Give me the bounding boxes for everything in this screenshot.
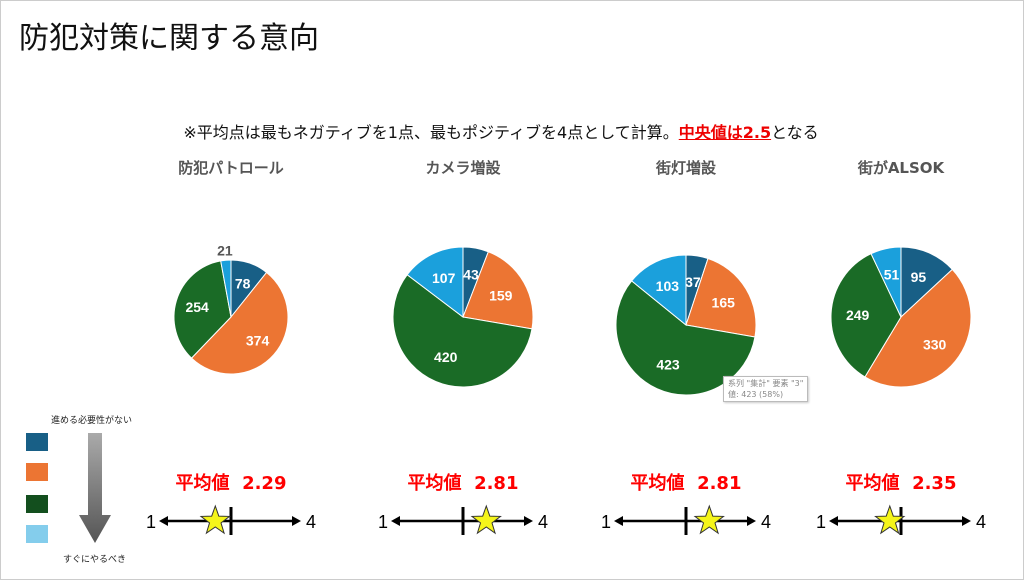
pie-slice[interactable] — [190, 271, 289, 375]
mean-value: 2.81 — [474, 473, 519, 494]
pie-chart: 78 374 254 21 — [173, 242, 289, 375]
scale-min-label: 1 — [378, 512, 388, 532]
pie-slice[interactable] — [870, 246, 902, 318]
mean-label-text: 平均値 — [407, 473, 462, 494]
note-suffix: となる — [771, 123, 819, 142]
chart-title: カメラ増設 — [425, 159, 501, 177]
tooltip-line1: 系列 "集計" 要素 "3" — [728, 379, 804, 388]
mean-label: 平均値 2.81 — [343, 469, 583, 495]
mean-scale: 1 4 — [816, 504, 986, 535]
pie-chart: 37 165 423 103 — [615, 254, 757, 396]
mean-scale: 1 4 — [378, 504, 548, 535]
data-label: 254 — [185, 299, 209, 315]
pie-slice[interactable] — [630, 254, 687, 327]
mean-label-text: 平均値 — [845, 473, 900, 494]
arrow-left-icon — [614, 516, 623, 526]
legend-swatch-4 — [26, 525, 48, 543]
data-label: 43 — [463, 266, 479, 282]
data-label: 103 — [656, 278, 680, 294]
note: ※平均点は最もネガティブを1点、最もポジティブを4点として計算。中央値は2.5と… — [1, 119, 1001, 143]
pie-slice[interactable] — [462, 251, 534, 330]
pie-chart: 43 159 420 107 — [392, 246, 534, 388]
tooltip-line2: 値: 423 (58%) — [728, 390, 784, 399]
data-label: 51 — [884, 267, 900, 283]
arrow-right-icon — [524, 516, 533, 526]
star-icon — [199, 504, 231, 535]
chart-title: 街灯増設 — [655, 159, 716, 177]
data-label: 374 — [246, 332, 270, 348]
arrow-left-icon — [159, 516, 168, 526]
star-icon — [874, 504, 906, 535]
star-icon — [693, 504, 725, 535]
pie-slice[interactable] — [830, 253, 902, 378]
pie-slice[interactable] — [685, 257, 757, 338]
mean-label: 平均値 2.81 — [566, 469, 806, 495]
scale-max-label: 4 — [761, 512, 771, 532]
pie-slice[interactable] — [406, 246, 464, 319]
data-label: 423 — [656, 356, 680, 372]
legend: 進める必要性がない すぐにやるべき — [21, 411, 161, 571]
data-label: 249 — [846, 307, 870, 323]
scale-min-label: 1 — [601, 512, 611, 532]
note-text: ※平均点は最もネガティブを1点、最もポジティブを4点として計算。 — [183, 123, 679, 142]
pie-slice[interactable] — [173, 260, 232, 359]
pie-slice[interactable] — [392, 274, 533, 388]
page-title: 防犯対策に関する意向 — [19, 21, 319, 56]
mean-label-text: 平均値 — [175, 473, 230, 494]
star-icon — [470, 504, 502, 535]
legend-top-label: 進める必要性がない — [51, 416, 133, 426]
arrow-left-icon — [829, 516, 838, 526]
arrow-right-icon — [747, 516, 756, 526]
arrow-right-icon — [962, 516, 971, 526]
mean-label: 平均値 2.29 — [111, 469, 351, 495]
legend-swatch-3 — [26, 495, 48, 513]
legend-swatch-2 — [26, 463, 48, 481]
pie-chart: 95 330 249 51 — [830, 246, 972, 388]
mean-label: 平均値 2.35 — [781, 469, 1021, 495]
chart-1: 防犯パトロール 平均値 2.29 78 374 254 21 1 4 — [111, 151, 351, 571]
scale-min-label: 1 — [146, 512, 156, 532]
arrow-right-icon — [292, 516, 301, 526]
scale-min-label: 1 — [816, 512, 826, 532]
mean-value: 2.81 — [697, 473, 742, 494]
data-label: 37 — [685, 274, 701, 290]
data-label: 78 — [235, 276, 251, 292]
chart-title: 街がALSOK — [857, 159, 945, 177]
mean-scale: 1 4 — [146, 504, 316, 535]
mean-scale: 1 4 — [601, 504, 771, 535]
down-arrow-icon — [79, 433, 111, 543]
chart-3: 街灯増設 平均値 2.81 37 165 423 103 1 4 — [566, 151, 806, 571]
arrow-left-icon — [391, 516, 400, 526]
scale-max-label: 4 — [976, 512, 986, 532]
mean-value: 2.29 — [242, 473, 287, 494]
pie-slice[interactable] — [220, 259, 232, 318]
note-highlight: 中央値は2.5 — [678, 123, 772, 142]
chart-2: カメラ増設 平均値 2.81 43 159 420 107 1 4 — [343, 151, 583, 571]
chart-4: 街がALSOK 平均値 2.35 95 330 249 51 1 4 — [781, 151, 1021, 571]
mean-label-text: 平均値 — [630, 473, 685, 494]
legend-swatch-1 — [26, 433, 48, 451]
pie-slice[interactable] — [615, 280, 756, 396]
pie-slice[interactable] — [864, 268, 972, 388]
chart-title: 防犯パトロール — [178, 159, 284, 177]
data-label: 165 — [712, 295, 736, 311]
data-label: 107 — [432, 270, 456, 286]
mean-value: 2.35 — [912, 473, 957, 494]
data-label: 420 — [434, 349, 458, 365]
data-label: 159 — [489, 288, 513, 304]
scale-max-label: 4 — [538, 512, 548, 532]
data-label: 21 — [217, 242, 233, 258]
data-label: 95 — [911, 269, 927, 285]
data-label: 330 — [923, 336, 947, 352]
pie-slice[interactable] — [900, 246, 954, 319]
chart-tooltip: 系列 "集計" 要素 "3" 値: 423 (58%) — [723, 376, 809, 402]
legend-bottom-label: すぐにやるべき — [63, 555, 127, 565]
scale-max-label: 4 — [306, 512, 316, 532]
